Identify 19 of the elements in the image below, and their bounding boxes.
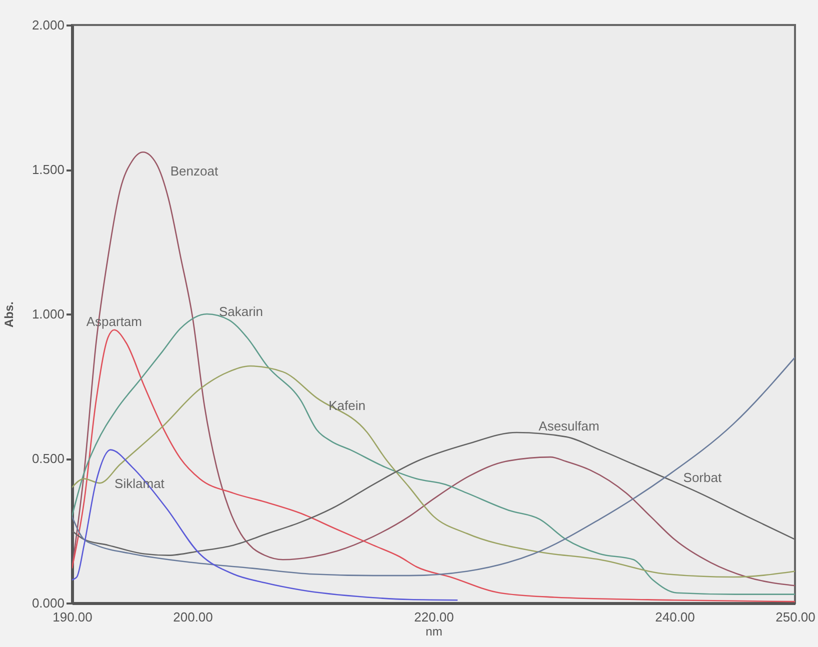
x-tick-label: 250.00 <box>776 610 816 624</box>
y-tick-label: 0.000 <box>32 596 64 610</box>
series-label: Kafein <box>328 398 366 413</box>
series-label: Benzoat <box>170 164 218 179</box>
line-series <box>72 152 795 586</box>
x-tick-label: 240.00 <box>655 610 695 624</box>
x-tick-label: 190.00 <box>52 610 92 624</box>
series-label: Sakarin <box>218 304 264 319</box>
x-tick-label: 220.00 <box>414 610 454 624</box>
series-label: Asesulfam <box>538 418 600 434</box>
x-tick-label: 200.00 <box>173 610 213 624</box>
x-axis-title: nm <box>426 624 442 638</box>
y-tick-label: 0.500 <box>32 451 64 466</box>
y-tick-label: 2.000 <box>32 18 64 32</box>
y-axis-title: Abs. <box>2 301 16 328</box>
y-tick-label: 1.500 <box>32 162 64 177</box>
y-tick-label: 1.000 <box>32 306 64 322</box>
line-series <box>72 449 458 601</box>
series-label: Sorbat <box>683 470 722 485</box>
